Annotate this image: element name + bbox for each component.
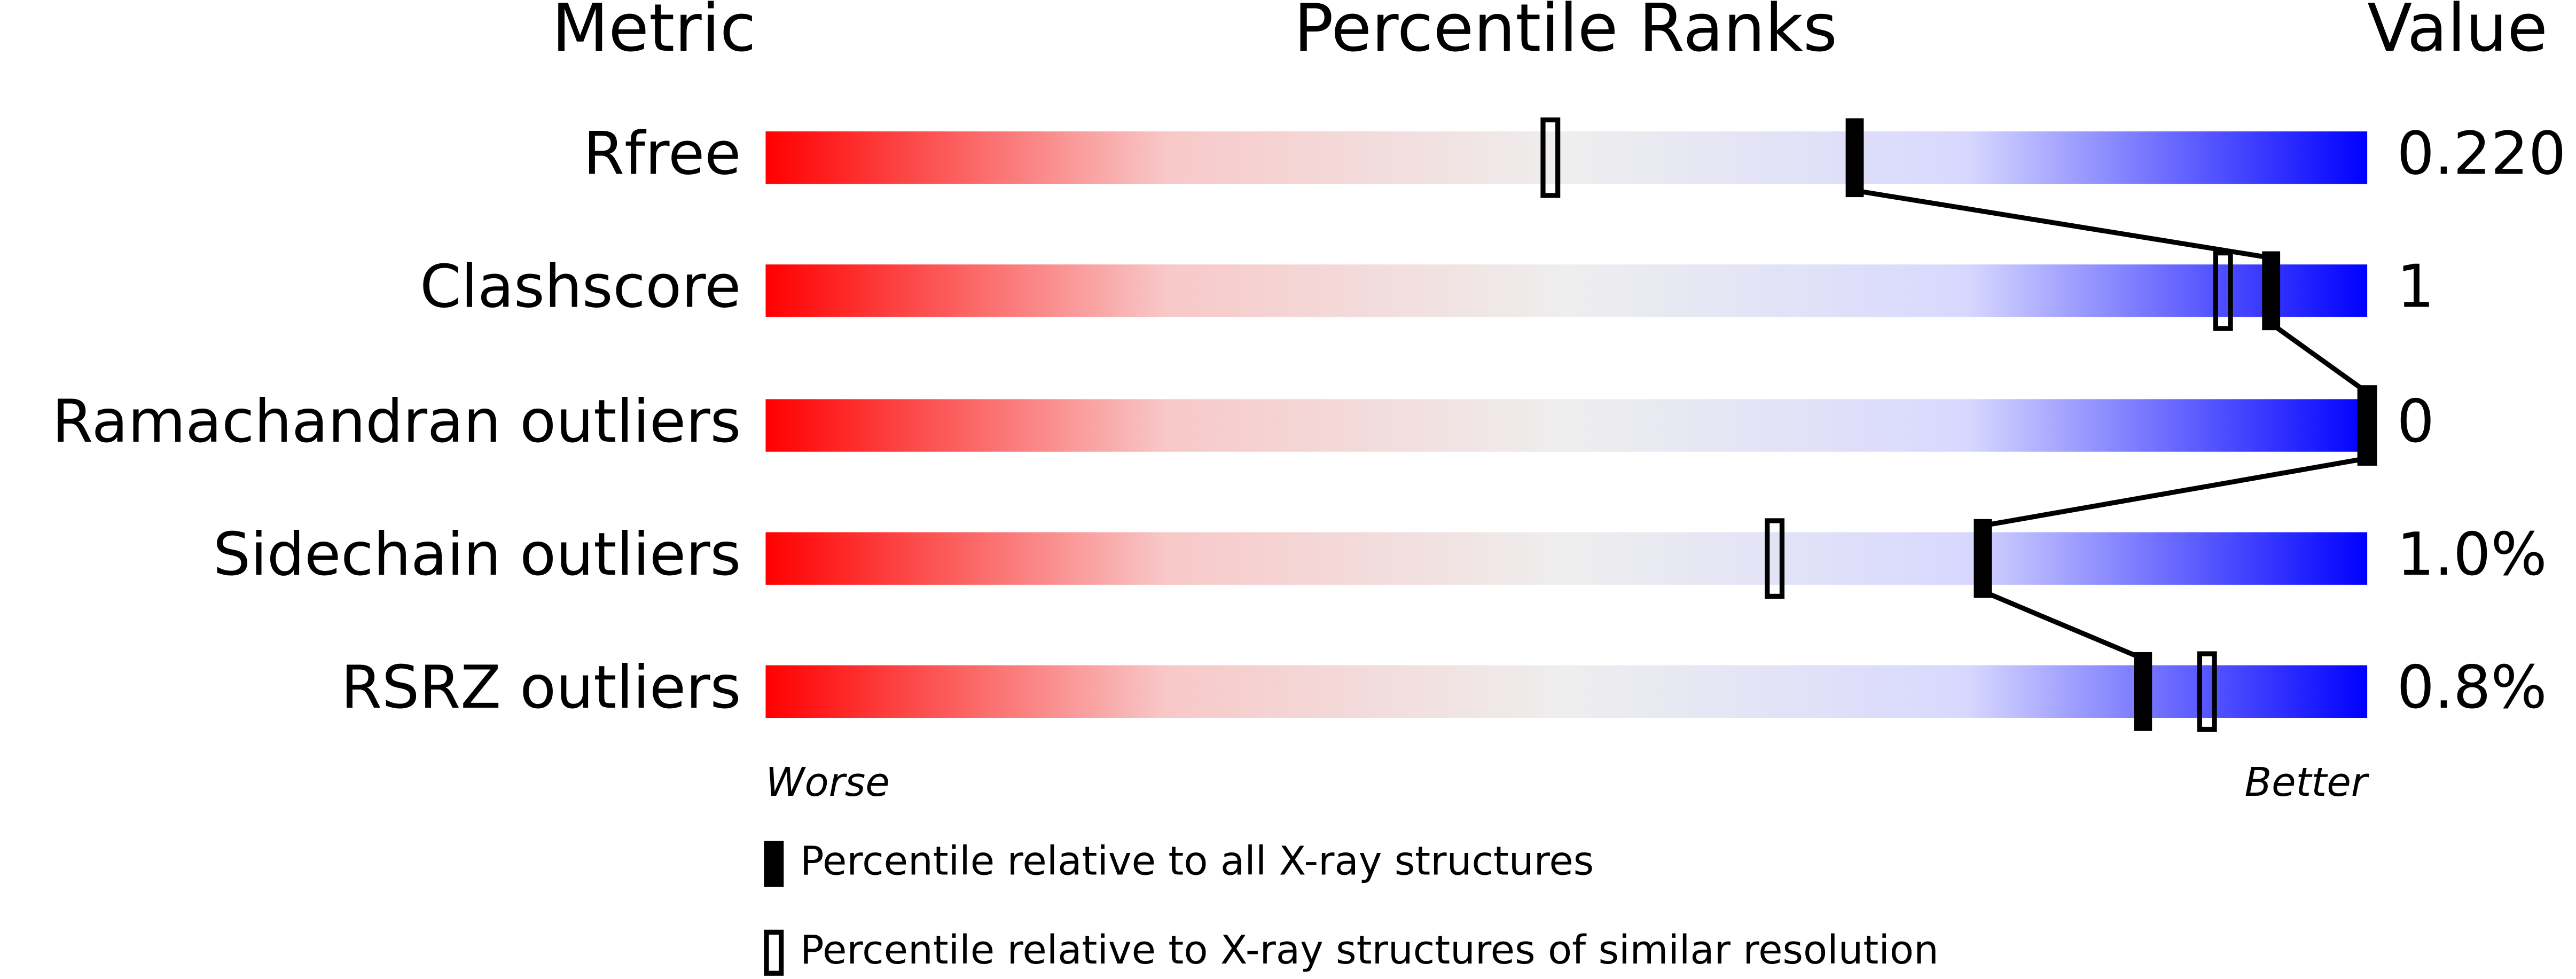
metric-value: 0.8% (2397, 653, 2547, 722)
percentile-marker-open (2213, 250, 2233, 331)
percentile-marker-open (1765, 518, 1785, 599)
metric-value: 1.0% (2397, 520, 2547, 589)
axis-low-label: Worse (765, 759, 889, 805)
header-metric: Metric (552, 0, 756, 67)
percentile-bar (765, 131, 2368, 184)
header-ranks: Percentile Ranks (1294, 0, 1837, 67)
legend-label: Percentile relative to all X-ray structu… (800, 839, 1594, 884)
metric-label: Sidechain outliers (213, 520, 741, 589)
connector-line (1982, 456, 2368, 528)
legend-swatch (764, 929, 784, 976)
percentile-bar (765, 264, 2368, 317)
percentile-marker-filled (2134, 652, 2152, 731)
metric-value: 1 (2397, 253, 2434, 322)
metric-label: Clashscore (420, 253, 741, 322)
percentile-bar (765, 399, 2368, 452)
metric-label: Rfree (583, 120, 741, 189)
connector-line (1854, 188, 2272, 261)
percentile-marker-filled (2358, 386, 2377, 465)
connector-line (2269, 322, 2369, 395)
percentile-marker-open (2197, 651, 2217, 732)
legend-label: Percentile relative to X-ray structures … (800, 927, 1939, 973)
metric-label: RSRZ outliers (341, 653, 741, 722)
metric-value: 0.220 (2397, 120, 2566, 189)
metric-label: Ramachandran outliers (52, 387, 741, 456)
percentile-bar (765, 532, 2368, 585)
metric-value: 0 (2397, 387, 2434, 456)
percentile-marker-filled (2262, 251, 2281, 331)
connector-line (1982, 589, 2144, 661)
percentile-marker-open (1540, 117, 1561, 198)
percentile-bar (765, 665, 2368, 718)
legend-swatch (764, 841, 784, 887)
percentile-marker-filled (1845, 118, 1864, 198)
axis-high-label: Better (2244, 759, 2369, 805)
header-value: Value (2367, 0, 2548, 67)
percentile-marker-filled (1974, 519, 1992, 598)
